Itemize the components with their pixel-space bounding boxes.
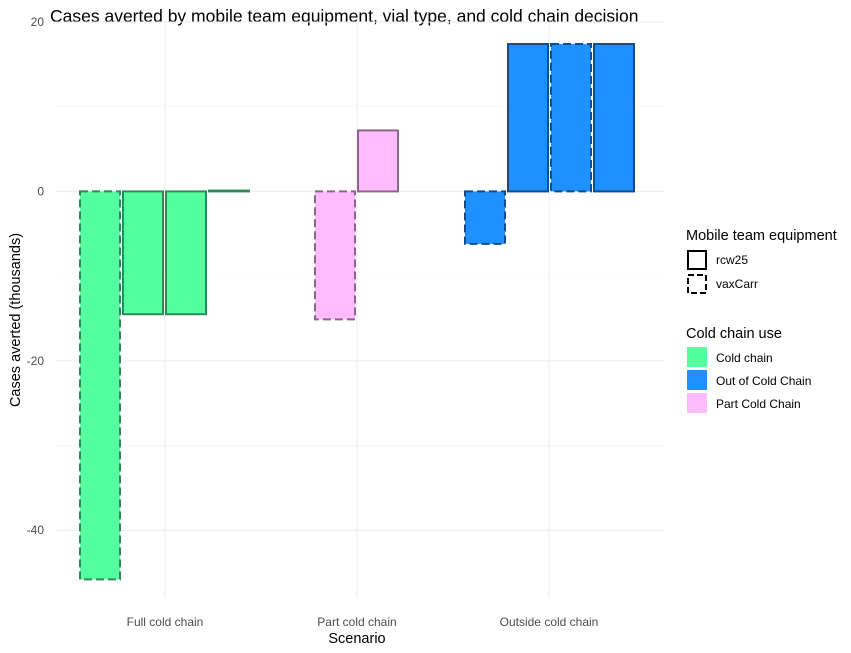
bar	[314, 190, 356, 321]
legend-label: Out of Cold Chain	[716, 374, 811, 388]
y-tick-label: -40	[27, 523, 45, 537]
bar	[122, 190, 164, 316]
legend-label: Part Cold Chain	[716, 397, 801, 411]
legend-title-equipment: Mobile team equipment	[686, 228, 837, 244]
x-tick-label: Part cold chain	[317, 615, 396, 629]
x-tick-label: Outside cold chain	[500, 615, 599, 629]
bar	[165, 190, 207, 316]
bar	[550, 43, 592, 193]
y-axis-title: Cases averted (thousands)	[8, 233, 24, 407]
legend-label: Cold chain	[716, 351, 773, 365]
legend-label-rcw25: rcw25	[716, 253, 748, 267]
y-tick-label: 20	[31, 15, 45, 29]
bars	[79, 43, 635, 581]
legend-title-cold-chain: Cold chain use	[686, 326, 782, 342]
legend-label-vaxCarr: vaxCarr	[716, 277, 758, 291]
legend-swatch	[687, 393, 707, 413]
bar	[464, 190, 506, 245]
chart-title: Cases averted by mobile team equipment, …	[50, 6, 639, 26]
bar	[79, 190, 121, 581]
legend: Mobile team equipment rcw25 vaxCarr Cold ch…	[686, 228, 837, 413]
bar	[357, 129, 399, 193]
y-tick-label: 0	[37, 184, 44, 198]
x-tick-label: Full cold chain	[127, 615, 204, 629]
bar	[593, 43, 635, 193]
bar	[507, 43, 549, 193]
legend-swatch	[687, 347, 707, 367]
bar	[208, 189, 250, 193]
x-axis-title: Scenario	[328, 631, 385, 647]
legend-key-rcw25	[687, 250, 707, 270]
y-tick-label: -20	[27, 354, 45, 368]
legend-key-vaxCarr	[687, 274, 707, 294]
legend-swatch	[687, 370, 707, 390]
